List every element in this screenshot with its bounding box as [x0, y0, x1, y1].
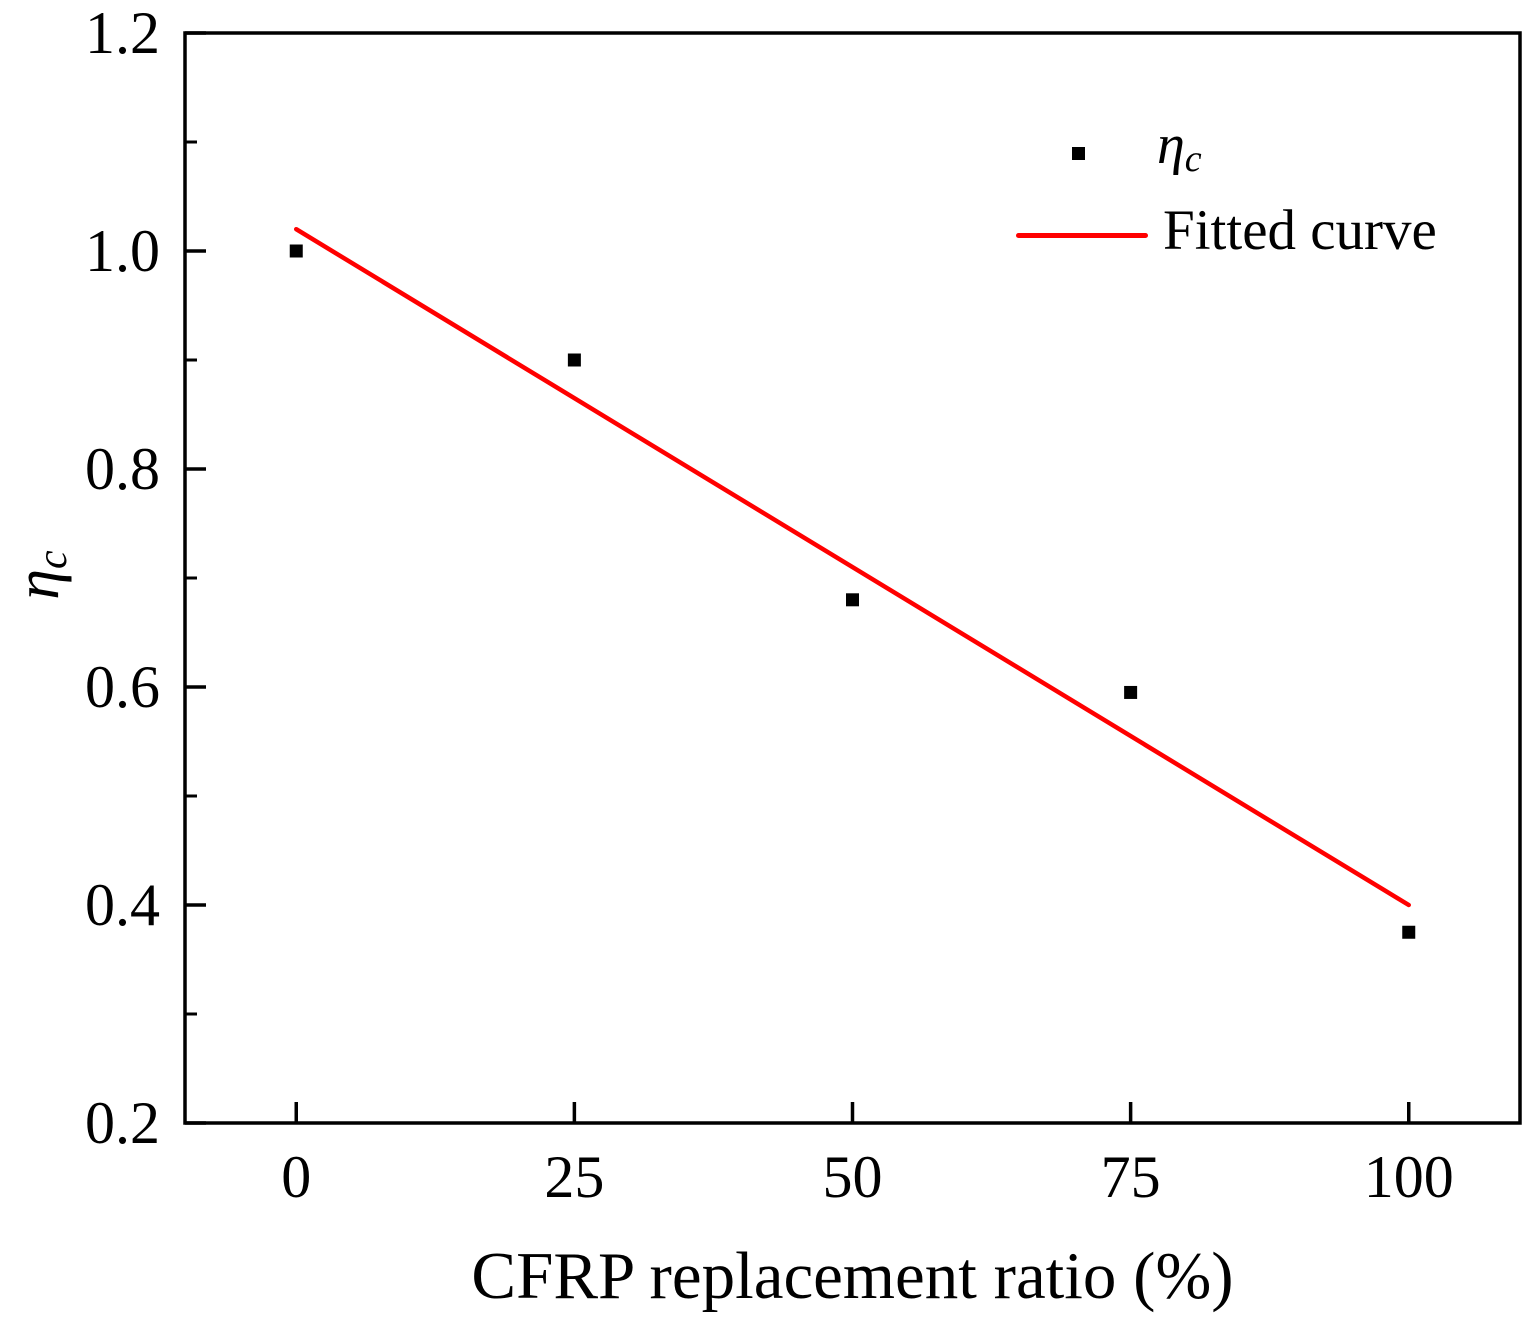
- x-tick-label: 75: [1101, 1144, 1161, 1210]
- data-point-marker: [1124, 685, 1138, 699]
- x-tick-label: 50: [823, 1144, 883, 1210]
- y-tick-label: 1.0: [85, 218, 160, 284]
- fitted-line: [294, 226, 1411, 908]
- y-axis-label-symbol: η: [4, 568, 72, 600]
- y-tick-label: 0.8: [85, 436, 160, 502]
- data-point-marker: [289, 244, 303, 258]
- legend-line-sample-icon: [1016, 233, 1148, 238]
- y-tick-label: 0.6: [85, 654, 160, 720]
- x-tick-label: 100: [1364, 1144, 1454, 1210]
- legend-entry-fit-label: Fitted curve: [1163, 199, 1437, 262]
- data-point-marker: [567, 353, 581, 367]
- x-tick-label: 0: [281, 1144, 311, 1210]
- y-axis-label-subscript: c: [29, 550, 76, 569]
- y-axis-label: ηc: [0, 505, 78, 645]
- y-tick-label: 0.4: [85, 872, 160, 938]
- y-tick-label: 1.2: [85, 0, 160, 66]
- x-axis-label: CFRP replacement ratio (%): [471, 1239, 1234, 1313]
- legend-eta-symbol: η: [1157, 114, 1185, 176]
- plot-border: [183, 31, 1522, 1125]
- legend-marker-square-icon: [1072, 147, 1085, 160]
- data-point-marker: [1402, 925, 1416, 939]
- legend-eta-subscript: c: [1184, 137, 1202, 180]
- x-tick-label: 25: [544, 1144, 604, 1210]
- legend-entry-eta-label: ηc: [1157, 114, 1202, 178]
- data-point-marker: [846, 593, 859, 607]
- y-tick-label: 0.2: [85, 1090, 160, 1156]
